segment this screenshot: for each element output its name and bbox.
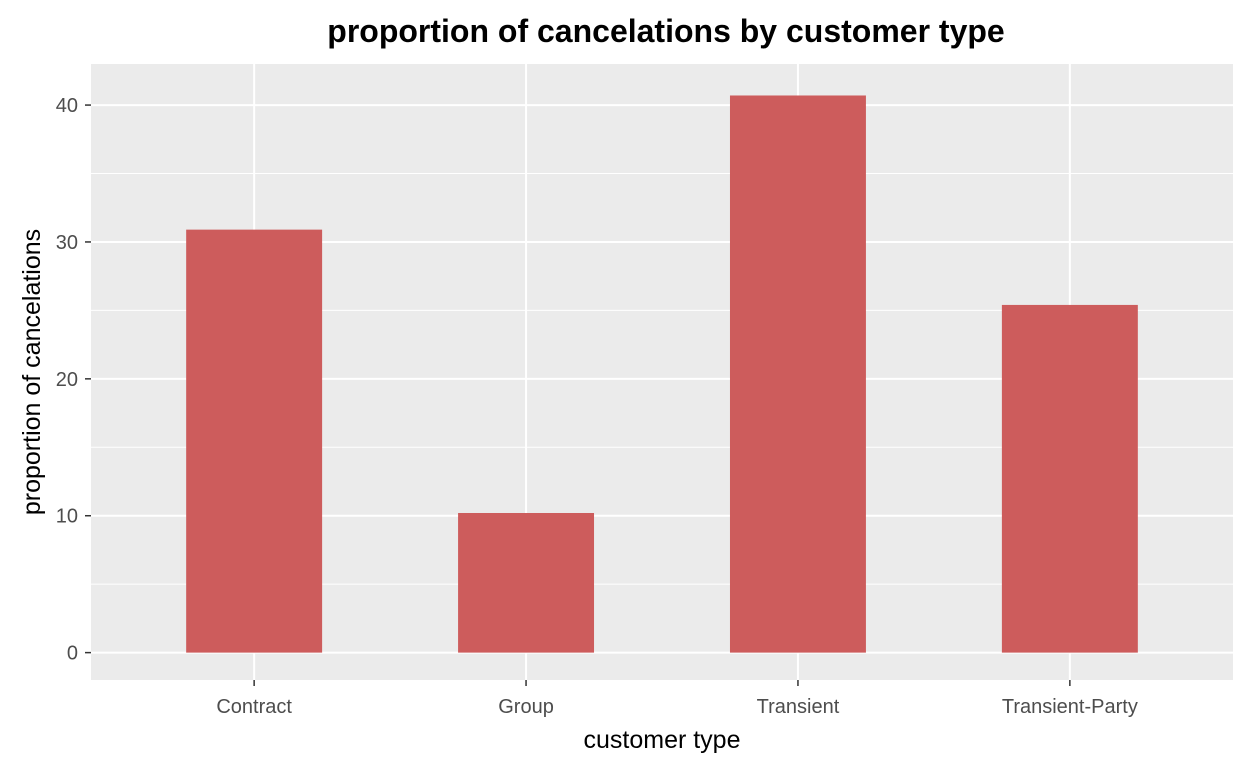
bar	[729, 95, 866, 653]
y-tick-label: 10	[56, 506, 78, 528]
x-tick-label: Group	[498, 696, 554, 718]
x-tick-label: Transient-Party	[1002, 696, 1138, 718]
bars	[186, 95, 1138, 653]
y-tick-label: 30	[56, 232, 78, 254]
bar	[458, 512, 595, 653]
x-tick-label: Contract	[216, 696, 292, 718]
chart-title: proportion of cancelations by customer t…	[327, 13, 1004, 49]
x-axis-title: customer type	[583, 726, 740, 754]
y-tick-label: 0	[67, 643, 78, 665]
y-tick-label: 40	[56, 95, 78, 117]
x-axis: Contract Group Transient Transient-Party	[216, 680, 1138, 718]
y-axis-title: proportion of cancelations	[18, 229, 46, 515]
bar	[186, 229, 323, 653]
x-tick-label: Transient	[757, 696, 840, 718]
bar	[1001, 304, 1138, 653]
y-tick-label: 20	[56, 369, 78, 391]
y-axis: 0 10 20 30 40	[56, 95, 91, 665]
